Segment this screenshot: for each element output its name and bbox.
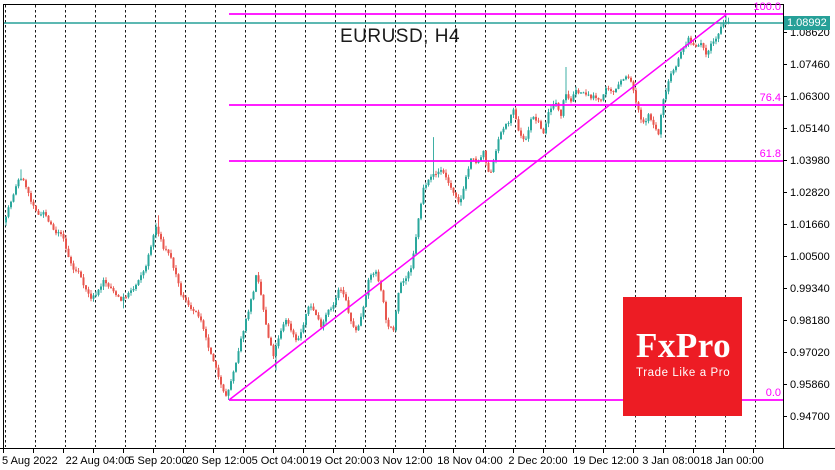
- fxpro-logo-title: FxPro: [636, 326, 732, 365]
- candles-down-bodies: [22, 37, 707, 396]
- y-axis-label: 1.03980: [790, 155, 830, 167]
- y-axis-label: 0.98180: [790, 315, 830, 327]
- x-axis-label: 3 Jan 08:00: [642, 455, 700, 467]
- trendline[interactable]: [228, 13, 728, 401]
- current-price-badge: 1.08992: [784, 16, 830, 30]
- x-axis-label: 5 Oct 04:00: [252, 455, 309, 467]
- fib-level-label-100: 100.0: [753, 1, 781, 13]
- fxpro-logo: FxPro Trade Like a Pro: [623, 297, 742, 416]
- x-axis-label: 19 Dec 12:00: [573, 455, 638, 467]
- fib-level-label-76-4: 76.4: [759, 92, 781, 104]
- x-axis-label: 5 Aug 2022: [2, 455, 58, 467]
- y-axis-label: 1.07460: [790, 59, 830, 71]
- y-axis-label: 0.95860: [790, 379, 830, 391]
- y-axis-label: 1.02820: [790, 187, 830, 199]
- y-axis-label: 1.00500: [790, 251, 830, 263]
- x-axis-label: 18 Jan 00:00: [700, 455, 764, 467]
- fib-level-label-61-8: 61.8: [759, 148, 781, 160]
- x-axis-label: 3 Nov 12:00: [373, 455, 432, 467]
- y-axis-label: 1.05140: [790, 123, 830, 135]
- y-axis-label: 0.99340: [790, 283, 830, 295]
- fxpro-logo-subtitle: Trade Like a Pro: [636, 367, 731, 379]
- y-axis-label: 0.97020: [790, 347, 830, 359]
- y-axis-label: 1.08620: [790, 27, 830, 39]
- candles-up-bodies: [5, 21, 730, 396]
- fib-level-label-0: 0.0: [765, 387, 781, 399]
- x-axis-label: 22 Aug 04:00: [66, 455, 131, 467]
- x-axis-label: 2 Dec 20:00: [508, 455, 567, 467]
- symbol-watermark: EURUSD, H4: [339, 26, 461, 47]
- y-axis-label: 1.01660: [790, 219, 830, 231]
- x-axis-label: 5 Sep 20:00: [128, 455, 187, 467]
- x-axis-label: 20 Sep 12:00: [186, 455, 251, 467]
- candles-up-wicks: [5, 16, 729, 400]
- x-axis-label: 19 Oct 20:00: [310, 455, 373, 467]
- y-axis-label: 1.06300: [790, 91, 830, 103]
- y-axis-label: 0.94700: [790, 411, 830, 423]
- x-axis-label: 18 Nov 04:00: [437, 455, 502, 467]
